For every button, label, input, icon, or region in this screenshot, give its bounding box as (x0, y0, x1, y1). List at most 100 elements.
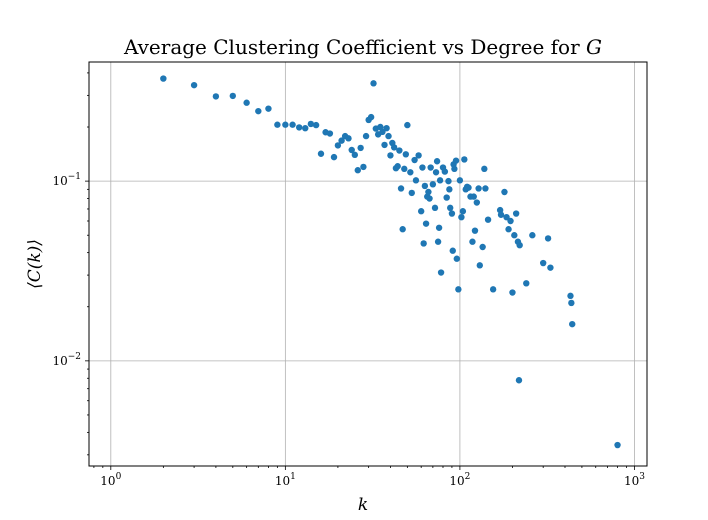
data-point (484, 216, 492, 223)
data-point (539, 259, 547, 267)
data-point (443, 194, 450, 201)
data-point (459, 208, 467, 215)
data-point (429, 181, 437, 188)
data-point (417, 208, 425, 215)
data-point (348, 146, 355, 154)
data-point (302, 124, 309, 132)
data-point (394, 163, 401, 170)
data-point (470, 193, 477, 200)
data-point (456, 177, 464, 184)
data-point (243, 99, 250, 106)
data-point (345, 135, 352, 142)
data-point (437, 269, 445, 276)
data-point (447, 204, 454, 212)
data-point (461, 156, 468, 163)
data-point (505, 226, 512, 233)
data-point (567, 292, 574, 300)
data-point (387, 152, 394, 159)
data-point (476, 262, 483, 269)
data-point (295, 124, 303, 131)
data-point (190, 81, 198, 89)
data-point (274, 121, 281, 128)
y-axis-label: ⟨C(k)⟩ (25, 239, 45, 289)
data-point (501, 188, 508, 196)
data-point (453, 255, 461, 262)
data-point (434, 238, 442, 245)
data-point (402, 151, 410, 158)
data-point (396, 147, 403, 154)
data-point (507, 217, 514, 225)
data-point (401, 165, 408, 173)
data-point (317, 150, 325, 157)
data-point (432, 169, 440, 176)
data-point (385, 132, 392, 140)
data-point (489, 286, 497, 293)
data-point (420, 240, 427, 247)
data-point (255, 107, 262, 115)
data-point (422, 220, 430, 227)
data-point (523, 280, 530, 287)
data-point (381, 141, 388, 149)
data-point (377, 123, 384, 131)
x-axis-label: k (358, 495, 368, 515)
data-point (471, 227, 479, 234)
data-point (370, 80, 377, 87)
data-point (481, 165, 488, 173)
data-point (455, 286, 462, 293)
y-tick-label: 10−2 (52, 352, 81, 368)
data-point (569, 320, 576, 328)
data-point (479, 243, 486, 251)
data-point (229, 92, 237, 100)
data-point (449, 247, 456, 254)
data-point (379, 128, 386, 136)
data-point (351, 151, 359, 159)
data-point (265, 105, 272, 112)
data-point (512, 210, 520, 217)
data-point (334, 142, 342, 149)
data-point (473, 199, 481, 206)
data-point (312, 121, 320, 129)
chart-title: Average Clustering Coefficient vs Degree… (123, 35, 602, 59)
data-point (547, 264, 554, 271)
grid-layer (89, 62, 647, 466)
data-point (482, 185, 489, 192)
data-point (529, 232, 536, 239)
data-point (433, 158, 441, 165)
data-point (475, 185, 482, 192)
data-point (411, 156, 418, 164)
points-layer (160, 75, 621, 449)
data-point (383, 124, 390, 132)
data-point (419, 164, 426, 171)
data-point (446, 186, 453, 193)
data-point (426, 195, 433, 202)
data-point (421, 182, 429, 190)
data-point (614, 441, 621, 449)
data-point (452, 157, 460, 164)
plot-frame (88, 61, 648, 467)
data-point (330, 153, 338, 161)
data-point (497, 211, 505, 218)
data-point (509, 289, 516, 296)
data-point (544, 235, 552, 242)
data-point (360, 163, 367, 171)
data-point (431, 204, 439, 212)
data-point (451, 165, 458, 173)
x-tick-label: 100 (100, 472, 121, 488)
data-point (160, 75, 167, 82)
data-point (399, 226, 406, 233)
data-point (435, 224, 443, 231)
data-point (397, 185, 405, 192)
data-point (354, 167, 361, 174)
data-point (441, 168, 449, 175)
data-point (436, 177, 444, 184)
data-point (307, 120, 315, 128)
data-point (412, 177, 420, 184)
data-point (415, 152, 422, 159)
data-point (338, 137, 345, 144)
data-point (568, 299, 575, 307)
y-tick-label: 10−1 (52, 172, 81, 188)
data-point (511, 232, 518, 239)
data-point (458, 213, 465, 221)
data-point (289, 121, 296, 128)
x-tick-label: 101 (275, 472, 296, 488)
